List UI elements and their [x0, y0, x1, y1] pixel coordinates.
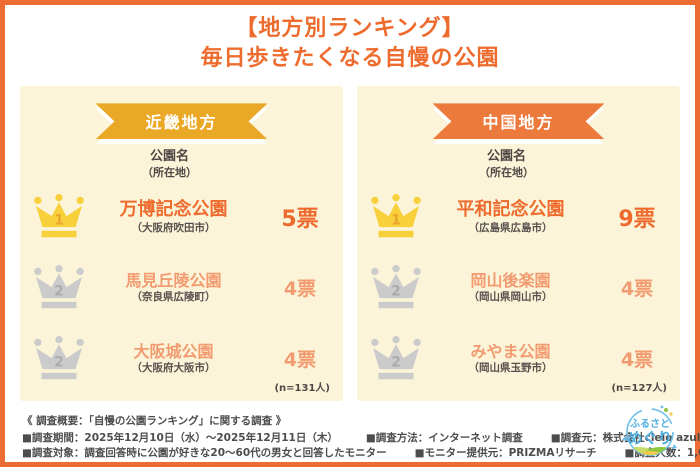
sample-size: (n=131人) [274, 383, 330, 395]
ranking-row: 2 大阪城公園 （大阪府大阪市） 4票 [20, 323, 343, 394]
svg-text:1: 1 [54, 212, 64, 228]
svg-text:2: 2 [54, 283, 64, 299]
park-name: 平和記念公園 [456, 199, 565, 221]
svg-text:めぐり: めぐり [627, 429, 672, 447]
location-header: （所在地） [479, 165, 534, 179]
logo-hills [627, 447, 673, 455]
ranking-rows: 1 平和記念公園 （広島県広島市） 9票 2 [357, 181, 680, 394]
vote-count: 5票 [281, 206, 319, 232]
cycle-arrow-icon [672, 444, 677, 449]
region-banner-label: 近畿地方 [95, 103, 268, 140]
page-title-line1: 【地方別ランキング】 [235, 16, 465, 41]
gold-crown-icon: 1 [365, 193, 427, 240]
vote-count: 4票 [620, 349, 654, 372]
silver-crown-icon: 2 [365, 335, 427, 382]
park-name: 大阪城公園 [133, 342, 214, 362]
survey-summary: 《 調査概要：「自慢の公園ランキング」に関する調査 》 [22, 415, 287, 428]
panel-chugoku: 中国地方 公園名 （所在地） 1 平 [357, 86, 680, 402]
park-name: 岡山後楽園 [470, 271, 551, 291]
park-name-header: 公園名 [149, 149, 189, 165]
region-banner-kinki: 近畿地方 [95, 103, 268, 145]
park-location: （大阪府吹田市） [131, 221, 216, 234]
ranking-panels: 近畿地方 公園名 （所在地） 1 万 [5, 86, 695, 402]
park-location: （奈良県広陵町） [131, 291, 216, 304]
column-header: 公園名 （所在地） [357, 149, 680, 179]
furusato-meguri-logo: ふるさと めぐり [622, 405, 677, 456]
park-name: みやま公園 [470, 342, 551, 362]
svg-text:ふるさと: ふるさと [630, 418, 670, 430]
survey-line-3: ■調査対象：調査回答時に公園が好きな20〜60代の男女と回答したモニター ■モニ… [22, 446, 700, 461]
park-location: （広島県広島市） [468, 221, 553, 234]
column-header: 公園名 （所在地） [20, 149, 343, 179]
region-banner-label: 中国地方 [432, 103, 605, 140]
park-name: 万博記念公園 [119, 199, 228, 221]
svg-text:1: 1 [391, 212, 401, 228]
vote-count: 4票 [283, 278, 317, 301]
ranking-row: 1 平和記念公園 （広島県広島市） 9票 [357, 181, 680, 252]
survey-target: ■調査対象：調査回答時に公園が好きな20〜60代の男女と回答したモニター [22, 446, 387, 459]
location-header: （所在地） [142, 165, 197, 179]
cycle-arrow-icon [622, 436, 628, 441]
park-name: 馬見丘陵公園 [125, 271, 222, 291]
silver-crown-icon: 2 [28, 335, 90, 382]
silver-crown-icon: 2 [28, 264, 90, 311]
page-title-line2: 毎日歩きたくなる自慢の公園 [200, 45, 500, 71]
region-banner-chugoku: 中国地方 [432, 103, 605, 145]
ranking-rows: 1 万博記念公園 （大阪府吹田市） 5票 2 [20, 181, 343, 394]
sample-size: (n=127人) [611, 383, 667, 395]
gold-crown-icon: 1 [28, 193, 90, 240]
svg-text:2: 2 [391, 354, 401, 370]
svg-text:2: 2 [54, 354, 64, 370]
park-location: （大阪府大阪市） [131, 362, 216, 375]
survey-period: ■調査期間：2025年12月10日（水）〜2025年12月11日（木） [22, 431, 338, 444]
panel-kinki: 近畿地方 公園名 （所在地） 1 万 [20, 86, 343, 402]
park-name-header: 公園名 [486, 149, 526, 165]
ranking-row: 2 馬見丘陵公園 （奈良県広陵町） 4票 [20, 252, 343, 323]
park-location: （岡山県玉野市） [468, 362, 553, 375]
ranking-row: 2 みやま公園 （岡山県玉野市） 4票 [357, 323, 680, 394]
survey-monitor-provider: ■モニター提供元：PRIZMAリサーチ [414, 446, 597, 459]
ranking-row: 2 岡山後楽園 （岡山県岡山市） 4票 [357, 252, 680, 323]
ranking-row: 1 万博記念公園 （大阪府吹田市） 5票 [20, 181, 343, 252]
svg-text:2: 2 [391, 283, 401, 299]
vote-count: 4票 [283, 349, 317, 372]
survey-line-2: ■調査期間：2025年12月10日（水）〜2025年12月11日（木） ■調査方… [22, 431, 700, 446]
page-title: 【地方別ランキング】 毎日歩きたくなる自慢の公園 [5, 14, 695, 73]
survey-method: ■調査方法：インターネット調査 [365, 431, 523, 444]
survey-overview: 《 調査概要：「自慢の公園ランキング」に関する調査 》 ■調査期間：2025年1… [5, 414, 700, 461]
silver-crown-icon: 2 [365, 264, 427, 311]
park-location: （岡山県岡山市） [468, 291, 553, 304]
vote-count: 9票 [618, 206, 656, 232]
vote-count: 4票 [620, 278, 654, 301]
